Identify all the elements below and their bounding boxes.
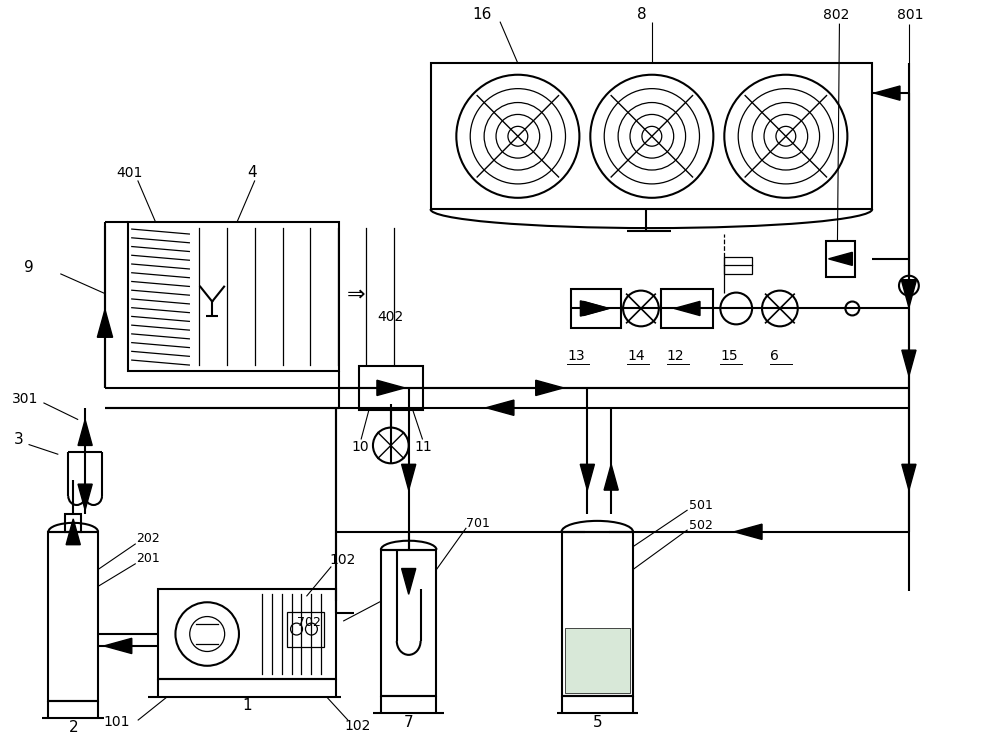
Bar: [65, 514, 81, 532]
Polygon shape: [377, 380, 405, 395]
Text: 11: 11: [415, 441, 432, 455]
Bar: [128, 222, 339, 371]
Polygon shape: [902, 464, 916, 490]
Bar: [287, 612, 324, 647]
Text: 9: 9: [24, 260, 33, 275]
Polygon shape: [829, 253, 852, 265]
Text: 701: 701: [466, 517, 490, 530]
Text: 801: 801: [897, 7, 924, 22]
Text: 102: 102: [344, 719, 371, 733]
Text: 8: 8: [637, 7, 647, 22]
Text: 401: 401: [116, 166, 142, 181]
Bar: [571, 288, 621, 328]
Text: 12: 12: [667, 349, 684, 363]
Text: 501: 501: [689, 499, 712, 512]
Polygon shape: [674, 302, 700, 316]
Bar: [359, 366, 423, 409]
Polygon shape: [486, 400, 514, 415]
Bar: [562, 532, 633, 695]
Bar: [661, 288, 713, 328]
Bar: [381, 550, 436, 695]
Polygon shape: [580, 464, 594, 490]
Polygon shape: [78, 484, 92, 510]
Text: 1: 1: [242, 698, 252, 713]
Polygon shape: [78, 420, 92, 446]
Text: 102: 102: [329, 553, 356, 567]
Text: 14: 14: [627, 349, 645, 363]
Text: 15: 15: [720, 349, 738, 363]
Text: 16: 16: [472, 7, 492, 22]
Bar: [431, 63, 872, 210]
Bar: [565, 628, 630, 692]
Polygon shape: [402, 568, 416, 594]
Text: 702: 702: [297, 616, 320, 629]
Text: 3: 3: [14, 432, 23, 447]
Text: 402: 402: [377, 311, 403, 325]
Polygon shape: [402, 464, 416, 490]
Text: 6: 6: [770, 349, 779, 363]
Text: ⇒: ⇒: [347, 285, 366, 305]
Polygon shape: [734, 524, 762, 539]
Bar: [724, 257, 752, 273]
Polygon shape: [66, 519, 80, 545]
Text: 201: 201: [136, 551, 159, 565]
Text: 2: 2: [68, 720, 78, 736]
Bar: [158, 589, 336, 678]
Bar: [48, 532, 98, 701]
Text: 101: 101: [103, 716, 129, 730]
Polygon shape: [580, 301, 608, 316]
Polygon shape: [604, 464, 618, 490]
Text: 802: 802: [823, 7, 849, 22]
Text: 5: 5: [592, 716, 602, 730]
Bar: [826, 241, 855, 276]
Text: 301: 301: [12, 392, 38, 406]
Polygon shape: [901, 279, 917, 308]
Polygon shape: [536, 380, 564, 395]
Text: 10: 10: [351, 441, 369, 455]
Polygon shape: [97, 310, 113, 337]
Text: 4: 4: [247, 166, 257, 181]
Polygon shape: [583, 302, 609, 316]
Text: 202: 202: [136, 532, 159, 545]
Polygon shape: [902, 350, 916, 376]
Text: 13: 13: [567, 349, 585, 363]
Polygon shape: [874, 86, 900, 100]
Text: 7: 7: [404, 716, 414, 730]
Polygon shape: [104, 638, 132, 654]
Text: 502: 502: [689, 519, 712, 532]
